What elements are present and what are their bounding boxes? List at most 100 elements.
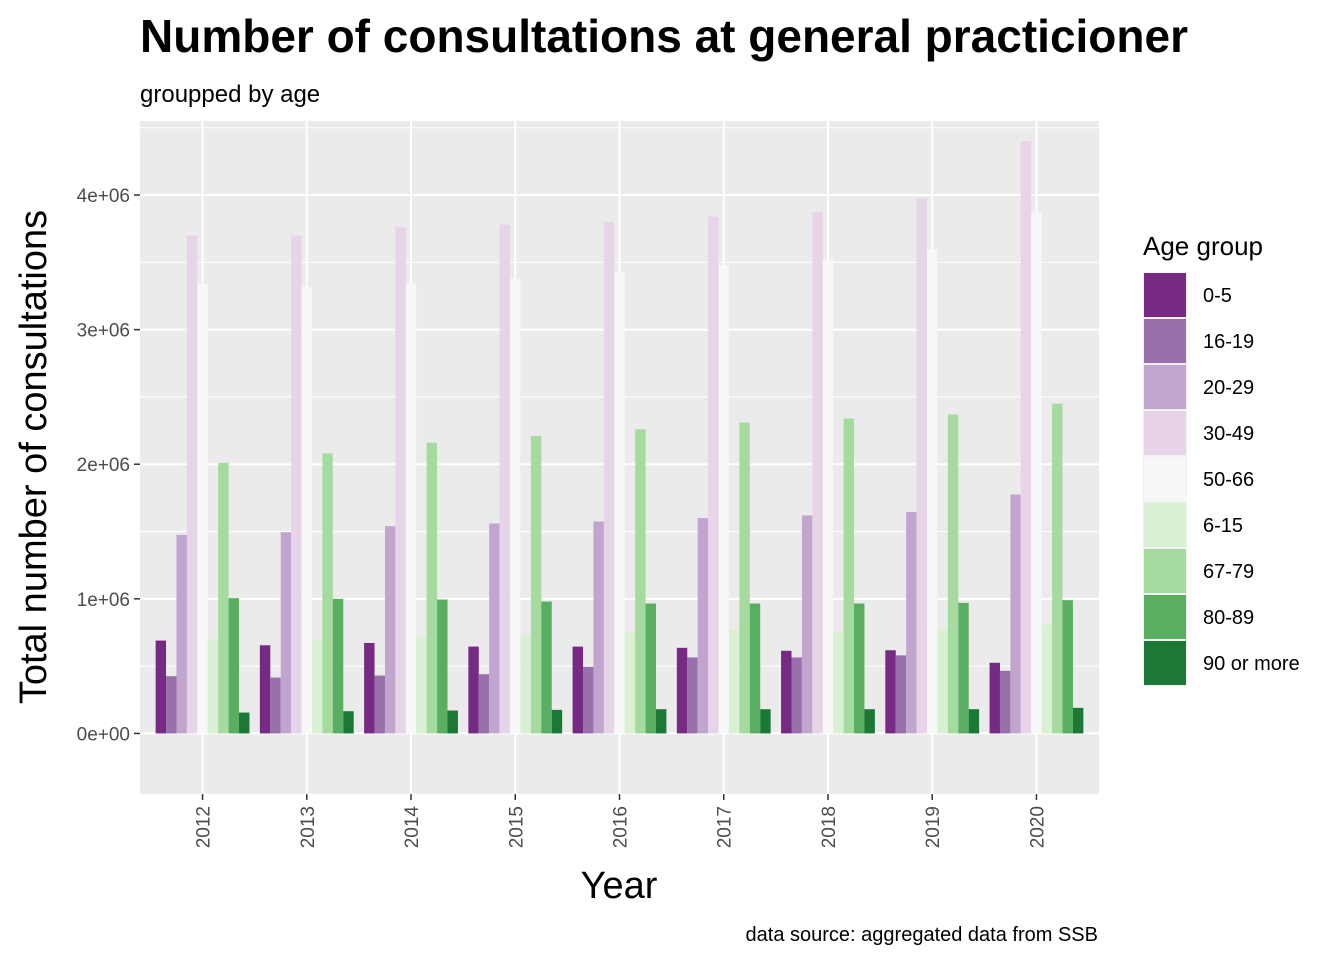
x-tick-label: 2019 [923, 806, 944, 848]
bar-16-19-2020 [999, 670, 1011, 734]
bar-80-89-2015 [541, 601, 552, 734]
legend-label: 90 or more [1203, 653, 1300, 675]
bar-30-49-2019 [916, 198, 928, 734]
bar-90-or-more-2015 [551, 709, 563, 734]
x-tick-label: 2016 [611, 806, 632, 848]
bar-67-79-2014 [426, 442, 438, 734]
bar-67-79-2017 [739, 422, 750, 734]
x-tick-label: 2015 [506, 806, 527, 848]
bar-16-19-2016 [583, 666, 594, 734]
legend-swatch [1144, 457, 1186, 501]
bar-0-5-2020 [989, 662, 1000, 734]
x-tick-label: 2020 [1027, 806, 1048, 848]
bar-80-89-2014 [437, 599, 448, 734]
legend-title: Age group [1143, 231, 1263, 261]
legend-swatch [1144, 595, 1186, 639]
bar-50-66-2013 [301, 286, 312, 734]
legend-swatch [1144, 319, 1186, 363]
bar-0-5-2013 [259, 645, 271, 734]
y-tick-label: 4e+06 [77, 186, 130, 207]
bar-90-or-more-2020 [1072, 707, 1084, 734]
legend-swatch [1144, 549, 1186, 593]
bar-20-29-2019 [906, 512, 917, 734]
legend-swatch [1144, 365, 1186, 409]
y-tick-label: 2e+06 [77, 455, 130, 476]
bar-20-29-2014 [384, 526, 396, 734]
y-tick-label: 3e+06 [77, 321, 130, 342]
x-tick-label: 2017 [715, 806, 736, 848]
bars [155, 141, 1084, 734]
bar-50-66-2018 [822, 259, 834, 734]
y-tick-label: 0e+00 [77, 724, 130, 745]
bar-6-15-2016 [624, 632, 636, 734]
bar-16-19-2019 [895, 655, 907, 734]
bar-67-79-2013 [322, 453, 333, 734]
bar-30-49-2018 [812, 211, 823, 734]
legend-label: 20-29 [1203, 377, 1254, 399]
x-tick-label: 2014 [402, 806, 423, 849]
x-tick-label: 2012 [194, 806, 215, 848]
chart-title: Number of consultations at general pract… [140, 10, 1188, 62]
bar-20-29-2020 [1010, 494, 1021, 734]
bar-30-49-2016 [603, 221, 615, 734]
bar-16-19-2012 [166, 676, 177, 734]
bar-16-19-2014 [374, 675, 385, 734]
bar-50-66-2020 [1031, 212, 1042, 734]
bar-6-15-2018 [833, 632, 844, 734]
bar-90-or-more-2017 [760, 709, 771, 734]
bar-90-or-more-2019 [968, 709, 980, 734]
bar-67-79-2016 [635, 429, 646, 734]
bar-20-29-2015 [489, 523, 500, 734]
x-tick-label: 2013 [298, 806, 319, 848]
legend-label: 30-49 [1203, 423, 1254, 445]
bar-67-79-2015 [530, 435, 542, 734]
bar-0-5-2014 [364, 642, 375, 734]
bar-50-66-2014 [405, 283, 417, 734]
legend-label: 50-66 [1203, 469, 1254, 491]
legend-label: 67-79 [1203, 561, 1254, 583]
chart-caption: data source: aggregated data from SSB [746, 924, 1098, 946]
bar-6-15-2020 [1041, 624, 1053, 734]
bar-6-15-2013 [311, 640, 323, 734]
bar-80-89-2018 [854, 603, 865, 734]
bar-16-19-2013 [270, 677, 281, 734]
bar-80-89-2017 [749, 603, 761, 734]
bar-6-15-2017 [728, 629, 740, 734]
bar-30-49-2013 [291, 235, 302, 734]
bar-20-29-2013 [280, 532, 292, 734]
bar-30-49-2012 [186, 235, 198, 734]
bar-16-19-2018 [791, 657, 802, 734]
bar-90-or-more-2014 [447, 710, 458, 734]
bar-90-or-more-2012 [239, 712, 250, 734]
bar-0-5-2016 [572, 646, 584, 734]
bar-50-66-2015 [510, 278, 521, 734]
bar-20-29-2017 [697, 518, 709, 734]
bar-50-66-2019 [927, 248, 938, 734]
bar-80-89-2019 [958, 602, 969, 734]
bar-16-19-2015 [478, 674, 490, 734]
bar-6-15-2019 [937, 629, 948, 734]
y-axis-title: Total number of consultations [13, 210, 55, 704]
bar-80-89-2016 [645, 603, 656, 734]
bar-50-66-2017 [718, 265, 729, 734]
bar-30-49-2015 [499, 224, 511, 734]
bar-6-15-2014 [416, 636, 427, 734]
bar-0-5-2015 [468, 646, 479, 734]
bar-30-49-2014 [395, 227, 406, 734]
x-tick-label: 2018 [819, 806, 840, 848]
bar-67-79-2019 [947, 414, 959, 734]
bar-0-5-2018 [781, 650, 792, 734]
bar-80-89-2013 [332, 598, 344, 734]
bar-30-49-2020 [1020, 141, 1032, 734]
legend-swatch [1144, 503, 1186, 547]
legend-label: 80-89 [1203, 607, 1254, 629]
bar-0-5-2019 [885, 650, 896, 734]
bar-67-79-2018 [843, 418, 855, 734]
bar-0-5-2012 [155, 640, 167, 734]
axes: 0e+00 1e+06 2e+06 3e+06 4e+06 2012 2013 2014 201… [77, 186, 1049, 848]
bar-30-49-2017 [708, 216, 719, 734]
bar-20-29-2012 [176, 534, 187, 734]
bar-6-15-2015 [520, 635, 531, 734]
y-tick-label: 1e+06 [77, 590, 130, 611]
